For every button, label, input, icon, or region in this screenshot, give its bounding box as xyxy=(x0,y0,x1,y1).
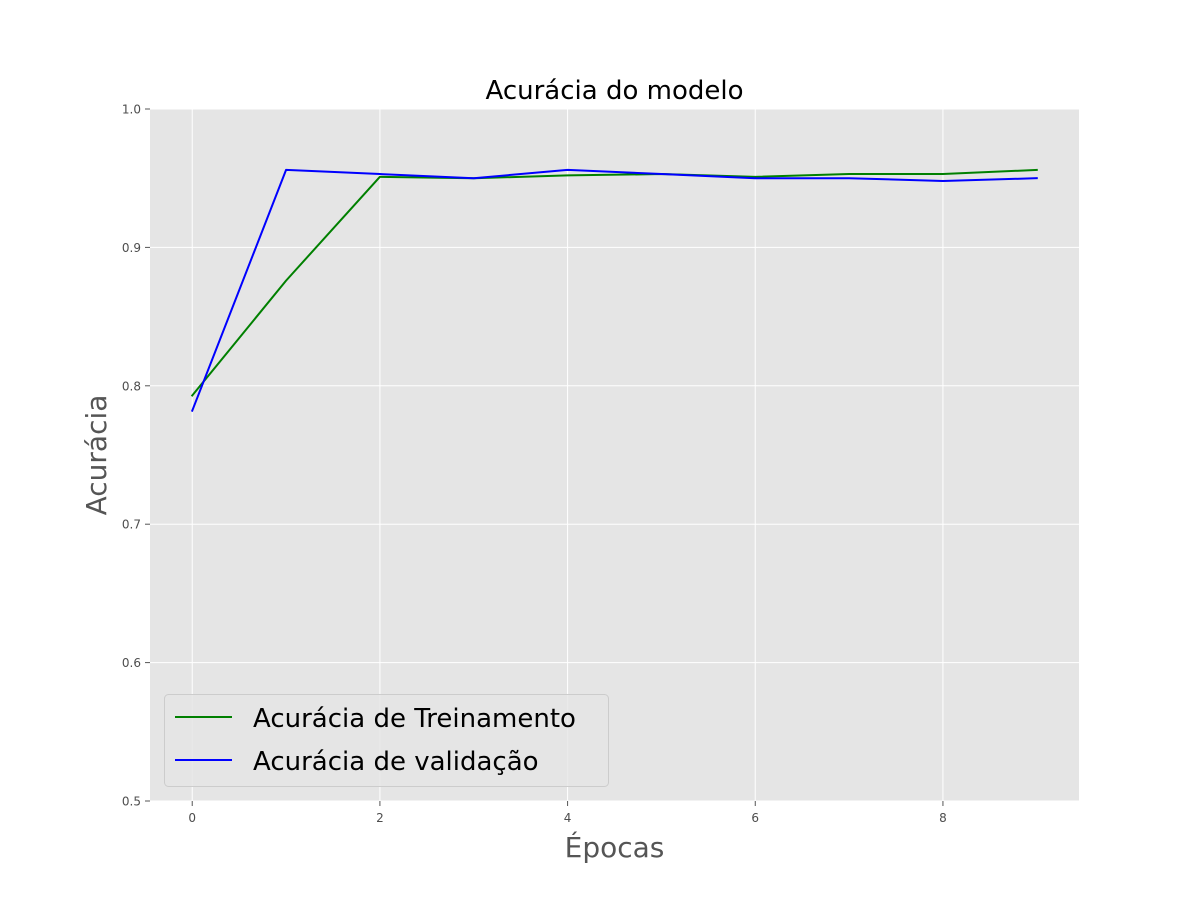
series-line-training xyxy=(190,168,1038,397)
x-tick-label: 0 xyxy=(188,811,196,825)
x-tick-label: 2 xyxy=(376,811,384,825)
y-tick-label: 0.8 xyxy=(122,379,141,393)
x-tick-label: 8 xyxy=(939,811,947,825)
legend-box xyxy=(164,694,609,787)
y-tick-label: 0.6 xyxy=(122,656,141,670)
chart-title: Acurácia do modelo xyxy=(486,76,744,106)
x-tick-label: 6 xyxy=(751,811,759,825)
grid-lines xyxy=(150,108,1079,802)
series-line-validation xyxy=(190,168,1038,413)
legend-label-validation: Acurácia de validação xyxy=(253,747,539,777)
axis-ticks: 0 2 4 6 8 0.5 0.6 0.7 0.8 0.9 1.0 xyxy=(122,103,947,826)
y-tick-label: 1.0 xyxy=(122,103,141,117)
legend-label-training: Acurácia de Treinamento xyxy=(253,704,576,734)
x-tick-label: 4 xyxy=(564,811,572,825)
legend: Acurácia de Treinamento Acurácia de vali… xyxy=(164,694,609,787)
series-lines xyxy=(190,168,1038,413)
y-tick-label: 0.9 xyxy=(122,241,141,255)
plot-area xyxy=(150,109,1079,801)
y-tick-label: 0.7 xyxy=(122,518,141,532)
y-tick-label: 0.5 xyxy=(122,795,141,809)
x-axis-title: Épocas xyxy=(565,830,665,864)
y-axis-title: Acurácia xyxy=(80,395,113,516)
